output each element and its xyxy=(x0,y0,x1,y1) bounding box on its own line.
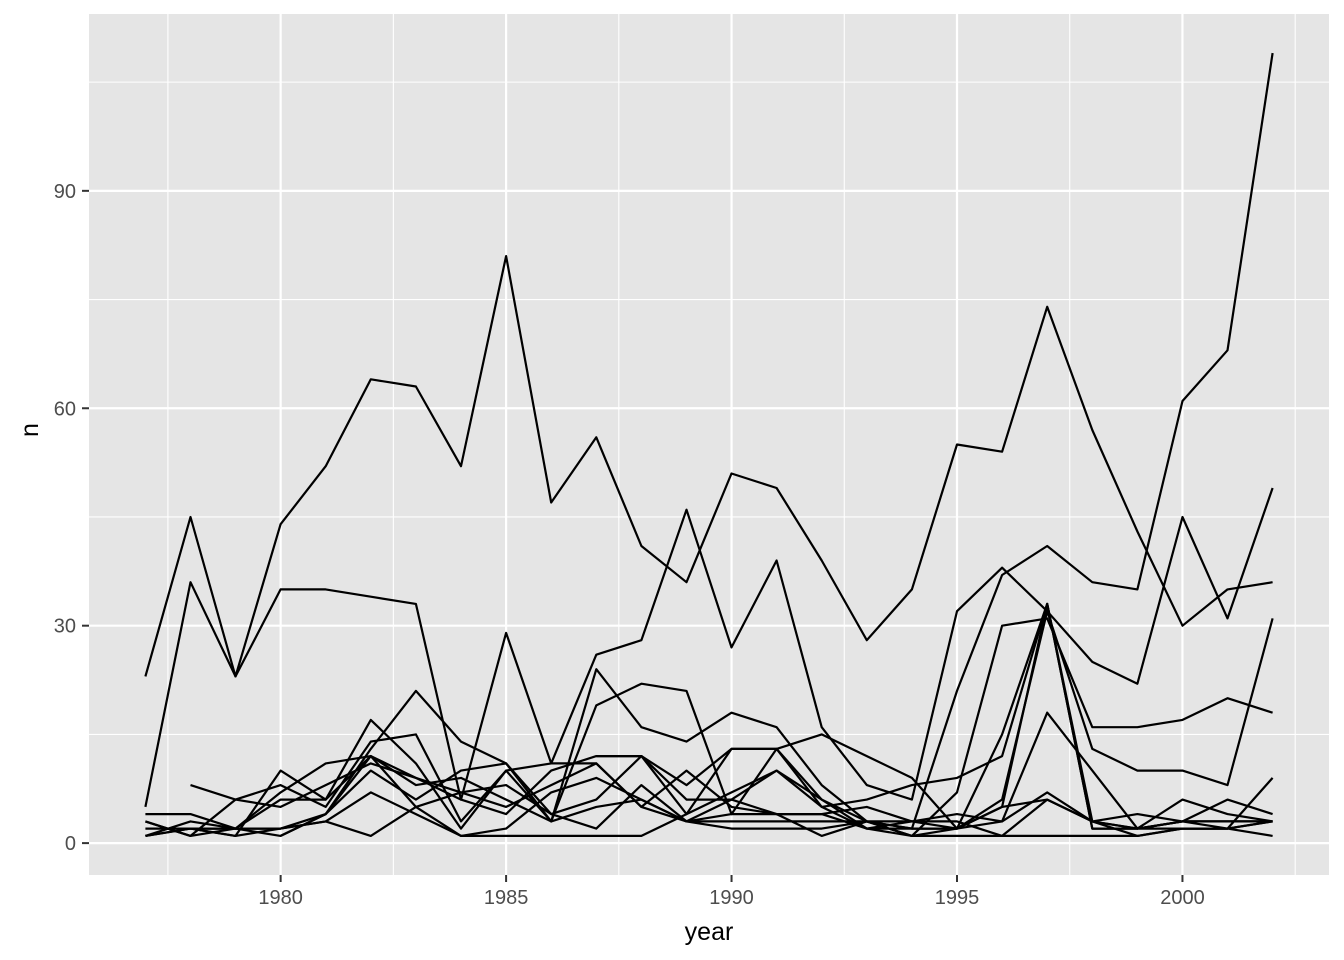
plot-panel xyxy=(89,14,1329,875)
x-tick-label: 1990 xyxy=(709,887,754,909)
y-tick-label: 60 xyxy=(54,398,76,420)
x-tick-label: 1980 xyxy=(258,887,303,909)
series-line-13 xyxy=(596,747,1273,837)
x-axis-title: year xyxy=(685,918,734,946)
series-line-1 xyxy=(144,255,1273,678)
series-line-5 xyxy=(145,610,1274,830)
series-line-9 xyxy=(145,602,1273,837)
y-tick-label: 0 xyxy=(65,833,76,855)
series-line-6 xyxy=(145,711,1274,837)
x-tick-label: 1985 xyxy=(484,887,529,909)
y-axis-title: n xyxy=(16,423,44,437)
series-layer xyxy=(144,52,1274,837)
series-line-10 xyxy=(190,602,1273,830)
y-axis: 0 30 60 90 xyxy=(54,181,89,855)
x-tick-label: 2000 xyxy=(1160,887,1205,909)
y-tick-label: 90 xyxy=(54,181,76,203)
series-line-2 xyxy=(144,487,1274,808)
x-tick-label: 1995 xyxy=(935,887,980,909)
series-line-12 xyxy=(280,755,1273,837)
minor-gridlines xyxy=(89,14,1329,875)
y-tick-label: 30 xyxy=(54,616,76,638)
series-line-4 xyxy=(145,617,1273,837)
series-line-8 xyxy=(145,776,1273,837)
x-axis: 1980 1985 1990 1995 2000 xyxy=(258,875,1205,909)
